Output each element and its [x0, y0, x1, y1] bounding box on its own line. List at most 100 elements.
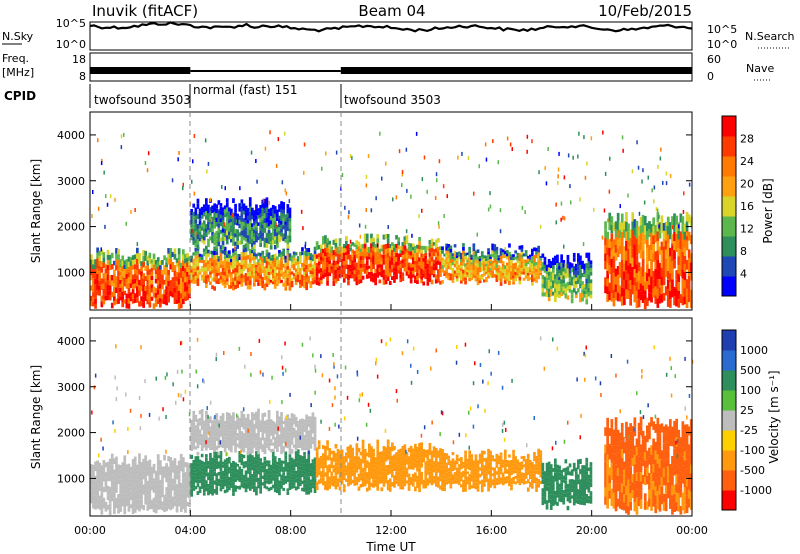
heatmap-cell — [685, 279, 689, 289]
heatmap-cell — [510, 259, 513, 263]
heatmap-cell — [177, 469, 181, 475]
heatmap-cell — [420, 272, 423, 276]
heatmap-cell — [182, 478, 185, 484]
heatmap-cell — [169, 473, 173, 479]
heatmap-cell — [228, 219, 231, 224]
heatmap-cell — [351, 263, 354, 268]
heatmap-cell — [286, 434, 290, 439]
heatmap-cell — [269, 236, 273, 242]
heatmap-cell — [259, 475, 262, 480]
heatmap-cell — [159, 274, 162, 280]
heatmap-cell — [305, 422, 308, 427]
heatmap-cell — [200, 442, 204, 447]
heatmap-cell — [322, 481, 325, 486]
heatmap-cell — [637, 235, 641, 245]
heatmap-cell — [284, 280, 288, 284]
heatmap-cell — [271, 442, 275, 446]
heatmap-cell — [359, 466, 363, 470]
heatmap-cell — [284, 432, 288, 436]
heatmap-cell — [497, 265, 501, 268]
heatmap-cell — [581, 273, 584, 278]
heatmap-cell — [209, 439, 212, 444]
heatmap-cell — [372, 483, 375, 488]
heatmap-cell — [353, 466, 357, 470]
heatmap-cell — [230, 235, 233, 239]
heatmap-cell — [182, 249, 185, 255]
heatmap-cell — [231, 213, 233, 218]
heatmap-cell — [472, 251, 476, 255]
heatmap-cell — [202, 260, 206, 264]
freq-right-tick-bottom: 0 — [707, 70, 714, 83]
heatmap-cell — [119, 271, 122, 276]
heatmap-cell — [439, 261, 442, 266]
heatmap-cell — [665, 181, 668, 186]
heatmap-cell — [372, 468, 375, 473]
heatmap-cell — [393, 251, 396, 256]
heatmap-cell — [251, 441, 254, 446]
heatmap-cell — [225, 271, 229, 275]
heatmap-cell — [322, 253, 325, 258]
heatmap-cell — [131, 475, 135, 482]
heatmap-cell — [177, 497, 181, 502]
heatmap-cell — [332, 275, 336, 281]
heatmap-cell — [159, 504, 162, 510]
heatmap-cell — [271, 424, 275, 428]
heatmap-cell — [127, 497, 131, 503]
heatmap-cell — [286, 265, 290, 270]
heatmap-cell — [545, 280, 549, 284]
heatmap-cell — [211, 224, 214, 229]
heatmap-cell — [182, 483, 185, 489]
heatmap-cell — [225, 264, 229, 268]
heatmap-cell — [616, 212, 620, 222]
heatmap-cell — [512, 278, 515, 282]
heatmap-cell — [190, 234, 193, 238]
heatmap-cell — [280, 257, 283, 261]
heatmap-cell — [372, 264, 375, 269]
heatmap-cell — [169, 280, 173, 286]
heatmap-cell — [301, 447, 304, 451]
heatmap-cell — [303, 271, 306, 276]
heatmap-cell — [637, 226, 641, 236]
heatmap-cell — [104, 477, 108, 483]
heatmap-cell — [483, 267, 486, 271]
heatmap-cell — [629, 254, 632, 264]
heatmap-cell — [384, 274, 388, 280]
heatmap-cell — [319, 280, 323, 285]
heatmap-cell — [207, 476, 210, 481]
heatmap-cell — [184, 477, 187, 483]
heatmap-cell — [386, 449, 390, 455]
heatmap-cell — [236, 443, 239, 448]
heatmap-cell — [127, 298, 131, 304]
heatmap-cell — [182, 282, 185, 288]
heatmap-cell — [296, 261, 300, 264]
heatmap-cell — [248, 215, 252, 221]
heatmap-cell — [142, 469, 145, 475]
heatmap-cell — [251, 246, 254, 250]
heatmap-cell — [280, 270, 283, 274]
heatmap-cell — [349, 449, 352, 454]
heatmap-cell — [257, 282, 260, 286]
heatmap-cell — [255, 420, 258, 425]
heatmap-cell — [322, 270, 325, 275]
heatmap-cell — [529, 264, 532, 268]
heatmap-cell — [184, 253, 187, 259]
heatmap-cell — [531, 256, 534, 260]
heatmap-cell — [493, 259, 497, 263]
heatmap-cell — [119, 497, 122, 503]
heatmap-cell — [228, 235, 231, 240]
heatmap-cell — [474, 265, 478, 269]
heatmap-cell — [194, 418, 198, 422]
heatmap-cell — [236, 245, 239, 249]
heatmap-cell — [342, 488, 346, 493]
heatmap-cell — [292, 267, 296, 271]
heatmap-cell — [148, 474, 152, 480]
heatmap-cell — [669, 222, 672, 231]
heatmap-cell — [169, 264, 173, 270]
heatmap-cell — [251, 227, 254, 232]
heatmap-cell — [662, 230, 666, 239]
heatmap-cell — [420, 268, 423, 272]
heatmap-cell — [200, 460, 204, 465]
heatmap-cell — [232, 423, 235, 428]
heatmap-cell — [261, 262, 265, 266]
heatmap-cell — [299, 455, 302, 459]
